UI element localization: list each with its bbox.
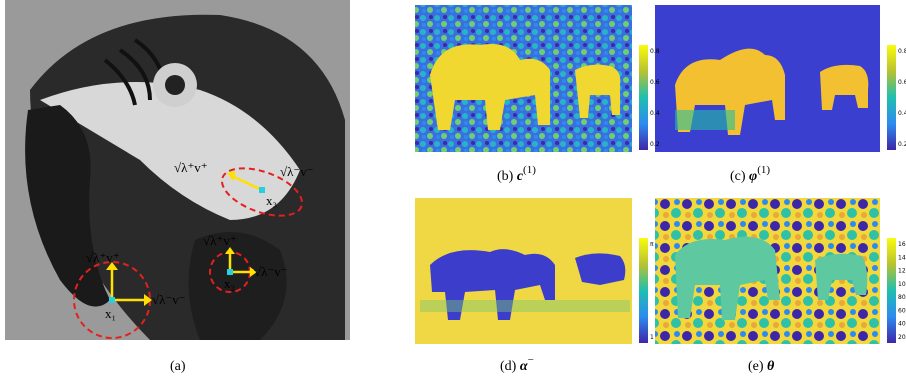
colorbar-tick-label: 0.4 bbox=[650, 110, 660, 117]
colorbar bbox=[887, 238, 896, 343]
heatmap-c bbox=[655, 5, 880, 152]
heatmap-d bbox=[415, 198, 632, 344]
colorbar-tick-label: 60 bbox=[898, 307, 906, 314]
colorbar-tick-label: 0.6 bbox=[898, 79, 906, 86]
point-label: x₂ bbox=[224, 276, 235, 291]
point-label: x₃ bbox=[266, 193, 277, 208]
annotation: √λ⁻v⁻ bbox=[152, 292, 186, 307]
annotation: √λ⁺v⁺ bbox=[203, 233, 237, 248]
colorbar-tick-label: 12 bbox=[898, 268, 906, 275]
annotation: √λ⁺v⁺ bbox=[174, 160, 208, 175]
colorbar-tick-label: 40 bbox=[898, 321, 906, 328]
caption-sup: (1) bbox=[757, 164, 770, 176]
colorbar-tick-label: 0.4 bbox=[898, 110, 906, 117]
colorbar bbox=[639, 238, 648, 343]
heatmap-e bbox=[655, 198, 880, 344]
colorbar-tick-label: 0.8 bbox=[898, 48, 906, 55]
heatmap-b bbox=[415, 5, 632, 152]
colorbar-tick-label: 0.2 bbox=[650, 141, 660, 148]
caption: (a) bbox=[170, 359, 186, 374]
caption-label: (c) bbox=[730, 169, 746, 184]
caption-label: (e) bbox=[748, 359, 764, 374]
annotation: √λ⁻v⁻ bbox=[254, 264, 288, 279]
caption-symbol: θ bbox=[767, 359, 775, 374]
caption: (b) c(1) bbox=[497, 164, 536, 184]
caption-label: (b) bbox=[497, 169, 514, 184]
colorbar-tick-label: 16 bbox=[898, 241, 906, 248]
colorbar bbox=[887, 45, 896, 150]
colorbar-tick-label: 1 bbox=[650, 334, 654, 341]
colorbar-tick-label: 20 bbox=[898, 334, 906, 341]
point-label: x₁ bbox=[105, 306, 116, 321]
colorbar-tick-label: 0.6 bbox=[650, 79, 660, 86]
colorbar-tick-label: 10 bbox=[898, 281, 906, 288]
caption-label: (d) bbox=[500, 359, 517, 374]
caption-symbol: φ bbox=[749, 169, 757, 184]
colorbar-tick-label: 0.8 bbox=[650, 48, 660, 55]
colorbar-tick-label: 80 bbox=[898, 294, 906, 301]
colorbar bbox=[639, 45, 648, 150]
caption: (c) φ(1) bbox=[730, 164, 770, 184]
annotation: √λ⁺v⁺ bbox=[86, 250, 120, 265]
figure: √λ⁺v⁺ √λ⁻v⁻ x₁ √λ⁺v⁺ √λ⁻v⁻ x₂ √λ⁺v⁺ √λ⁻v… bbox=[0, 0, 906, 383]
colorbar-tick-label: 14 bbox=[898, 254, 906, 261]
caption-sup: − bbox=[528, 354, 534, 366]
caption-sup: (1) bbox=[523, 164, 536, 176]
caption: (d) α− bbox=[500, 354, 534, 374]
colorbar-tick-label: π bbox=[650, 241, 654, 248]
caption: (e) θ bbox=[748, 359, 775, 374]
colorbar-tick-label: 0.2 bbox=[898, 141, 906, 148]
annotation: √λ⁻v⁻ bbox=[280, 164, 314, 179]
